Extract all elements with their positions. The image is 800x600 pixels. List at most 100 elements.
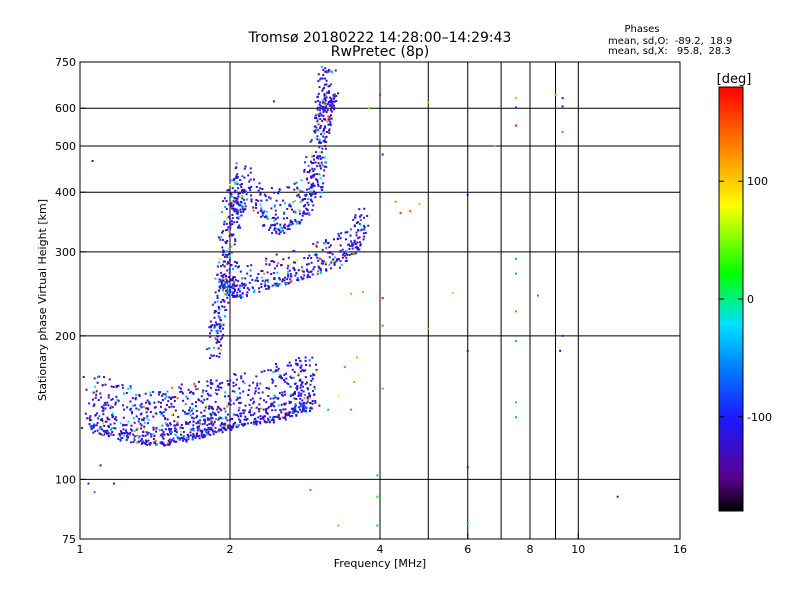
echo-point	[230, 233, 233, 236]
echo-point	[324, 240, 327, 243]
echo-point	[311, 273, 314, 276]
echo-point	[224, 410, 227, 413]
echo-point	[210, 329, 213, 332]
echo-point	[195, 435, 198, 437]
echo-point	[275, 284, 278, 287]
echo-point	[311, 155, 314, 158]
echo-point	[231, 217, 234, 220]
echo-point	[242, 191, 245, 194]
echo-point	[224, 260, 226, 263]
echo-point	[132, 417, 135, 419]
echo-point	[295, 398, 298, 400]
echo-point	[295, 359, 297, 362]
echo-point	[246, 198, 249, 201]
y-tick-label: 200	[55, 330, 76, 343]
echo-point	[137, 420, 140, 423]
echo-point	[324, 261, 327, 264]
echo-point	[282, 278, 284, 281]
echo-point	[237, 195, 240, 198]
echo-point	[98, 427, 101, 430]
echo-point	[201, 401, 204, 404]
echo-point	[302, 277, 305, 280]
echo-point	[279, 223, 282, 226]
echo-point	[182, 409, 185, 412]
echo-point	[231, 294, 234, 297]
echo-trace	[81, 356, 321, 447]
echo-point	[310, 199, 313, 202]
echo-point	[173, 420, 176, 423]
echo-point	[285, 377, 288, 380]
echo-point	[333, 96, 336, 99]
echo-point	[174, 433, 177, 436]
echo-point	[145, 431, 148, 434]
echo-point	[238, 401, 241, 404]
echo-point	[328, 91, 330, 94]
echo-point	[118, 433, 121, 435]
echo-point	[226, 283, 229, 286]
echo-point	[289, 206, 292, 209]
echo-point	[305, 363, 307, 366]
echo-point	[320, 167, 322, 170]
echo-point	[294, 274, 297, 277]
echo-point	[306, 268, 308, 271]
echo-point	[208, 405, 211, 408]
echo-point	[204, 419, 206, 422]
echo-point	[267, 419, 270, 422]
echo-point	[171, 439, 174, 442]
echo-point	[362, 232, 365, 235]
echo-point	[317, 99, 320, 102]
echo-point	[265, 387, 268, 389]
isolated-point	[91, 160, 94, 162]
echo-point	[164, 444, 167, 447]
echo-point	[217, 384, 220, 387]
echo-point	[319, 112, 322, 115]
echo-point	[125, 429, 127, 432]
echo-point	[222, 425, 225, 428]
echo-point	[254, 387, 257, 390]
echo-point	[314, 193, 317, 196]
echo-point	[323, 86, 326, 89]
echo-point	[317, 128, 320, 131]
echo-point	[195, 401, 197, 404]
echo-point	[271, 224, 274, 227]
echo-point	[261, 269, 264, 272]
echo-point	[172, 396, 175, 399]
echo-point	[310, 407, 313, 410]
echo-point	[219, 424, 222, 427]
echo-point	[327, 115, 330, 118]
echo-point	[206, 384, 209, 387]
echo-point	[110, 428, 113, 431]
echo-point	[164, 408, 167, 411]
echo-point	[308, 359, 311, 362]
echo-point	[177, 416, 180, 418]
echo-point	[271, 409, 274, 412]
echo-point	[158, 393, 160, 396]
echo-point	[249, 189, 252, 192]
echo-point	[237, 280, 240, 283]
isolated-point	[379, 93, 381, 96]
echo-point	[243, 283, 246, 286]
echo-point	[320, 262, 323, 265]
echo-point	[220, 301, 223, 304]
echo-point	[267, 284, 270, 287]
echo-point	[324, 109, 327, 112]
echo-point	[236, 284, 239, 287]
echo-point	[235, 426, 238, 429]
echo-point	[159, 441, 162, 444]
echo-point	[296, 277, 299, 279]
echo-point	[235, 414, 238, 416]
echo-point	[266, 279, 269, 282]
echo-point	[302, 407, 305, 409]
echo-point	[313, 191, 316, 194]
echo-point	[301, 266, 303, 269]
echo-point	[246, 291, 249, 294]
echo-point	[235, 199, 238, 202]
echo-point	[328, 129, 330, 132]
echo-point	[135, 415, 138, 418]
echo-point	[190, 390, 193, 393]
echo-point	[192, 429, 195, 432]
echo-point	[360, 214, 363, 217]
echo-point	[111, 397, 114, 400]
echo-point	[259, 193, 262, 196]
echo-point	[92, 398, 94, 401]
